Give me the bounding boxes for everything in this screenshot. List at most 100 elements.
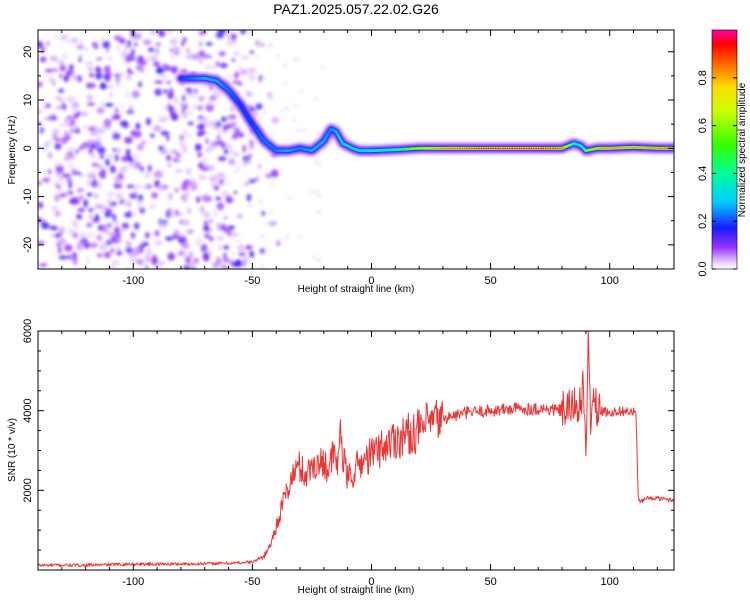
noise-blob	[183, 192, 190, 197]
noise-blob	[56, 168, 64, 175]
noise-blob	[158, 145, 165, 151]
noise-blob	[144, 255, 151, 263]
noise-blob	[169, 38, 178, 46]
noise-blob	[144, 170, 151, 179]
noise-blob	[236, 213, 244, 219]
noise-blob	[139, 166, 144, 172]
noise-blob	[88, 214, 95, 218]
noise-blob	[233, 50, 240, 57]
noise-blob	[115, 107, 119, 114]
noise-blob	[255, 55, 260, 59]
noise-blob	[234, 71, 239, 80]
noise-blob	[200, 244, 208, 252]
noise-blob	[113, 231, 118, 239]
noise-blob	[90, 143, 95, 150]
noise-blob	[270, 222, 275, 227]
noise-blob	[52, 133, 58, 140]
noise-blob	[209, 175, 217, 183]
noise-blob	[242, 258, 248, 266]
noise-blob	[135, 252, 140, 257]
noise-blob	[233, 190, 237, 195]
noise-blob	[115, 76, 120, 84]
noise-blob	[316, 163, 321, 167]
noise-blob	[119, 71, 124, 77]
noise-blob	[147, 164, 152, 173]
noise-blob	[95, 204, 103, 209]
noise-blob	[86, 222, 93, 228]
noise-blob	[215, 222, 222, 230]
spectrogram-noise	[38, 30, 325, 269]
noise-blob	[177, 236, 187, 244]
noise-blob	[255, 39, 260, 47]
noise-blob	[96, 107, 105, 114]
noise-blob	[302, 128, 307, 132]
noise-blob	[92, 207, 97, 211]
noise-blob	[257, 116, 262, 120]
noise-blob	[185, 256, 191, 264]
noise-blob	[110, 165, 116, 174]
x-tick-label: 100	[601, 275, 619, 287]
noise-blob	[217, 30, 227, 33]
noise-blob	[94, 142, 103, 148]
noise-blob	[82, 144, 91, 150]
noise-blob	[163, 142, 167, 151]
noise-blob	[175, 152, 182, 158]
noise-blob	[240, 56, 250, 60]
noise-blob	[153, 61, 160, 67]
noise-blob	[181, 130, 188, 138]
noise-blob	[86, 102, 96, 107]
noise-blob	[46, 139, 53, 146]
noise-blob	[113, 35, 122, 41]
noise-blob	[314, 190, 319, 194]
noise-blob	[147, 47, 155, 53]
noise-blob	[127, 71, 135, 75]
noise-blob	[73, 113, 79, 119]
noise-blob	[59, 225, 64, 233]
noise-blob	[199, 30, 207, 35]
noise-blob	[179, 135, 184, 141]
noise-blob	[38, 181, 42, 185]
noise-blob	[133, 35, 138, 42]
noise-blob	[185, 48, 191, 53]
noise-blob	[195, 239, 202, 248]
noise-blob	[179, 139, 186, 147]
noise-blob	[212, 261, 220, 269]
noise-blob	[255, 103, 263, 110]
noise-blob	[196, 196, 201, 204]
noise-blob	[187, 228, 194, 235]
noise-blob	[116, 250, 123, 256]
noise-blob	[59, 123, 65, 129]
noise-blob	[57, 238, 67, 246]
noise-blob	[173, 229, 180, 236]
noise-blob	[196, 130, 204, 137]
noise-blob	[275, 54, 280, 58]
noise-blob	[222, 245, 230, 250]
noise-blob	[81, 111, 88, 117]
noise-blob	[83, 46, 89, 52]
noise-blob	[86, 257, 90, 265]
noise-blob	[102, 40, 111, 49]
x-tick-label: -50	[244, 576, 260, 588]
noise-blob	[136, 183, 141, 189]
noise-blob	[164, 222, 168, 230]
noise-blob	[224, 143, 234, 150]
noise-blob	[165, 30, 175, 34]
noise-blob	[219, 263, 226, 268]
noise-blob	[108, 220, 113, 226]
noise-blob	[82, 242, 91, 249]
noise-blob	[56, 95, 60, 100]
noise-blob	[167, 252, 175, 261]
noise-blob	[218, 179, 224, 185]
noise-blob	[296, 128, 301, 132]
noise-blob	[173, 158, 178, 163]
noise-blob	[100, 82, 106, 89]
noise-blob	[138, 65, 145, 73]
noise-blob	[152, 51, 160, 59]
noise-blob	[248, 107, 256, 112]
noise-blob	[192, 105, 199, 109]
noise-blob	[71, 101, 80, 109]
noise-blob	[204, 147, 214, 153]
noise-blob	[95, 213, 99, 221]
noise-blob	[113, 262, 119, 267]
